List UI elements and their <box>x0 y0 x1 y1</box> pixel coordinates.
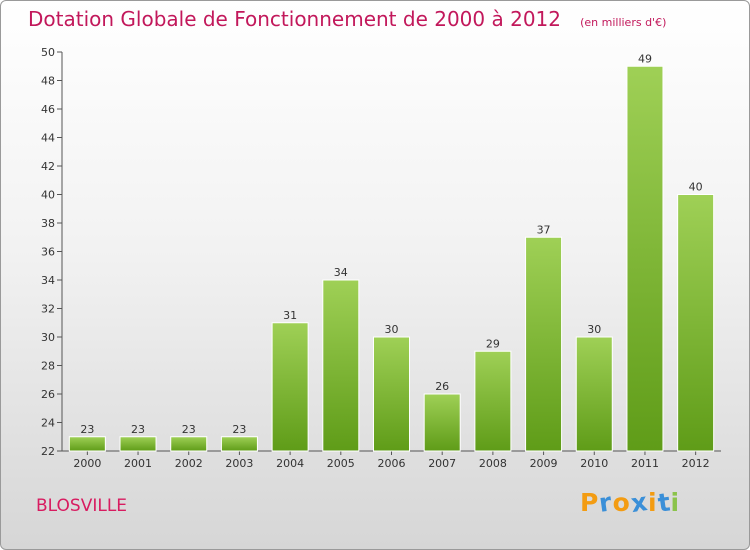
brand-letter: x <box>628 486 650 519</box>
bar-2005 <box>322 279 360 452</box>
bar-2008 <box>474 350 512 452</box>
brand-letter: i <box>648 488 658 517</box>
x-tick-label-2010: 2010 <box>580 457 608 470</box>
data-label-2002: 23 <box>182 423 196 436</box>
x-tick-label-2001: 2001 <box>124 457 152 470</box>
y-tick-label: 32 <box>41 303 55 316</box>
x-axis-ticks: 2000 2001 2002 2003 2004 2005 2006 2007 2008 2009… <box>73 451 710 470</box>
bar-2007 <box>423 393 461 452</box>
data-label-2011: 49 <box>638 52 652 65</box>
bar-2000 <box>68 436 106 452</box>
brand-letter: i <box>670 488 681 517</box>
brand-letter: o <box>612 488 631 517</box>
data-label-2012: 40 <box>689 181 703 194</box>
data-label-2006: 30 <box>385 323 399 336</box>
bar-2011 <box>626 65 664 452</box>
brand-logo: Proxiti <box>580 486 681 519</box>
data-label-2008: 29 <box>486 337 500 350</box>
data-label-2007: 26 <box>435 380 449 393</box>
x-tick-label-2005: 2005 <box>327 457 355 470</box>
y-tick-label: 22 <box>41 445 55 458</box>
y-tick-label: 42 <box>41 160 55 173</box>
y-tick-label: 46 <box>41 103 55 116</box>
data-label-2004: 31 <box>283 309 297 322</box>
data-label-2010: 30 <box>587 323 601 336</box>
x-tick-label-2012: 2012 <box>682 457 710 470</box>
data-label-2005: 34 <box>334 266 348 279</box>
y-tick-label: 34 <box>41 274 55 287</box>
y-tick-label: 28 <box>41 360 55 373</box>
x-tick-label-2004: 2004 <box>276 457 304 470</box>
y-axis-ticks: 22 24 26 28 30 32 34 36 38 40 42 44 46 48 50 <box>41 46 62 458</box>
y-tick-label: 40 <box>41 189 55 202</box>
place-name: BLOSVILLE <box>36 496 128 516</box>
y-tick-label: 48 <box>41 75 55 88</box>
bar-2001 <box>119 436 157 452</box>
x-tick-label-2011: 2011 <box>631 457 659 470</box>
bar-2012 <box>677 194 715 452</box>
brand-letter: P <box>580 488 600 517</box>
x-tick-label-2007: 2007 <box>428 457 456 470</box>
x-tick-label-2003: 2003 <box>225 457 253 470</box>
y-tick-label: 44 <box>41 132 55 145</box>
title-row: Dotation Globale de Fonctionnement de 20… <box>28 7 666 31</box>
x-tick-label-2000: 2000 <box>73 457 101 470</box>
data-label-2000: 23 <box>80 423 94 436</box>
chart-title: Dotation Globale de Fonctionnement de 20… <box>28 7 561 31</box>
y-tick-label: 50 <box>41 46 55 59</box>
data-labels: 23 23 23 23 31 34 30 26 29 37 30 49 40 <box>80 52 702 436</box>
x-tick-label-2009: 2009 <box>530 457 558 470</box>
y-tick-label: 26 <box>41 388 55 401</box>
bar-series <box>68 65 715 452</box>
x-tick-label-2002: 2002 <box>175 457 203 470</box>
x-tick-label-2006: 2006 <box>378 457 406 470</box>
y-tick-label: 36 <box>41 246 55 259</box>
data-label-2009: 37 <box>537 223 551 236</box>
bar-2009 <box>525 236 563 452</box>
y-tick-label: 24 <box>41 417 55 430</box>
bar-2003 <box>220 436 258 452</box>
y-tick-label: 30 <box>41 331 55 344</box>
y-tick-label: 38 <box>41 217 55 230</box>
chart-unit: (en milliers d'€) <box>580 16 667 29</box>
bar-2006 <box>373 336 410 452</box>
x-tick-label-2008: 2008 <box>479 457 507 470</box>
bar-2010 <box>575 336 613 452</box>
bar-2004 <box>271 322 309 452</box>
data-label-2003: 23 <box>232 423 246 436</box>
data-label-2001: 23 <box>131 423 145 436</box>
bar-2002 <box>170 436 208 452</box>
